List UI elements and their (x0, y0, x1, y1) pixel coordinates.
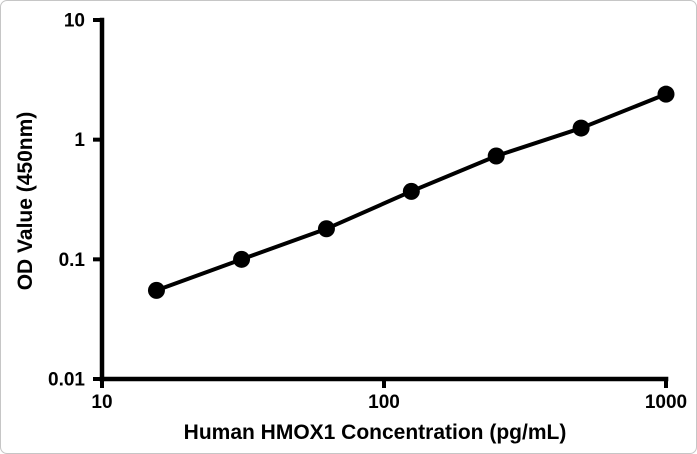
data-point-marker (402, 182, 420, 200)
data-point-marker (147, 281, 165, 299)
data-point-marker (657, 85, 675, 103)
data-point-marker (487, 147, 505, 165)
y-tick-label: 0.1 (59, 250, 86, 271)
x-tick-label: 100 (368, 392, 400, 413)
y-tick-label: 10 (64, 11, 85, 32)
x-axis-title: Human HMOX1 Concentration (pg/mL) (184, 421, 567, 444)
y-tick-label: 0.01 (48, 370, 85, 391)
x-tick-label: 1000 (645, 392, 687, 413)
y-tick-label: 1 (74, 130, 85, 151)
data-point-marker (233, 250, 251, 268)
x-tick-label: 10 (91, 392, 112, 413)
y-axis-title: OD Value (450nm) (14, 112, 37, 291)
data-point-marker (317, 220, 335, 238)
plot-area: 10 100 1000 10 1 0.1 0.01 (48, 11, 687, 414)
data-point-marker (572, 119, 590, 137)
